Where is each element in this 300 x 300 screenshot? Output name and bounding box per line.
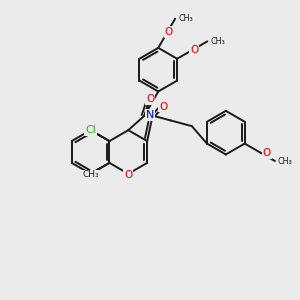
- Text: O: O: [124, 170, 132, 180]
- Text: Cl: Cl: [85, 125, 96, 135]
- Text: N: N: [146, 110, 154, 120]
- Text: O: O: [146, 94, 154, 104]
- Text: O: O: [164, 27, 173, 37]
- Text: O: O: [190, 44, 198, 55]
- Text: CH₃: CH₃: [278, 157, 292, 166]
- Text: CH₃: CH₃: [210, 37, 225, 46]
- Text: O: O: [263, 148, 271, 158]
- Text: CH₃: CH₃: [82, 170, 99, 179]
- Text: O: O: [159, 102, 167, 112]
- Text: CH₃: CH₃: [178, 14, 193, 23]
